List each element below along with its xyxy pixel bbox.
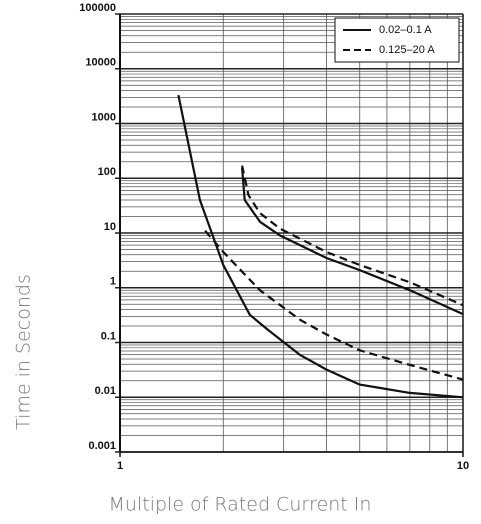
curve bbox=[241, 165, 464, 307]
legend-box bbox=[334, 17, 460, 63]
curve bbox=[177, 94, 464, 399]
y-tick-label: 0.01 bbox=[95, 385, 116, 397]
curves bbox=[177, 94, 464, 399]
legend-label: 0.02–0.1 A bbox=[379, 24, 432, 36]
y-tick-label: 1 bbox=[110, 276, 116, 288]
y-tick-label: 10 bbox=[104, 221, 116, 233]
legend: 0.02–0.1 A 0.125–20 A bbox=[334, 17, 460, 63]
x-tick-label: 1 bbox=[117, 460, 123, 472]
legend-label: 0.125–20 A bbox=[379, 44, 435, 56]
x-axis-title: Multiple of Rated Current In bbox=[109, 494, 372, 516]
y-tick-label: 100 bbox=[98, 166, 116, 178]
curve bbox=[204, 229, 464, 381]
y-tick-label: 0.001 bbox=[88, 440, 116, 452]
y-tick-label: 1000 bbox=[92, 111, 116, 123]
y-tick-label: 100000 bbox=[79, 2, 116, 14]
y-tick-label: 0.1 bbox=[101, 330, 116, 342]
x-tick-label: 10 bbox=[457, 460, 469, 472]
curve bbox=[241, 167, 464, 316]
y-tick-label: 10000 bbox=[85, 57, 116, 69]
y-axis-title: Time in Seconds bbox=[13, 274, 35, 430]
